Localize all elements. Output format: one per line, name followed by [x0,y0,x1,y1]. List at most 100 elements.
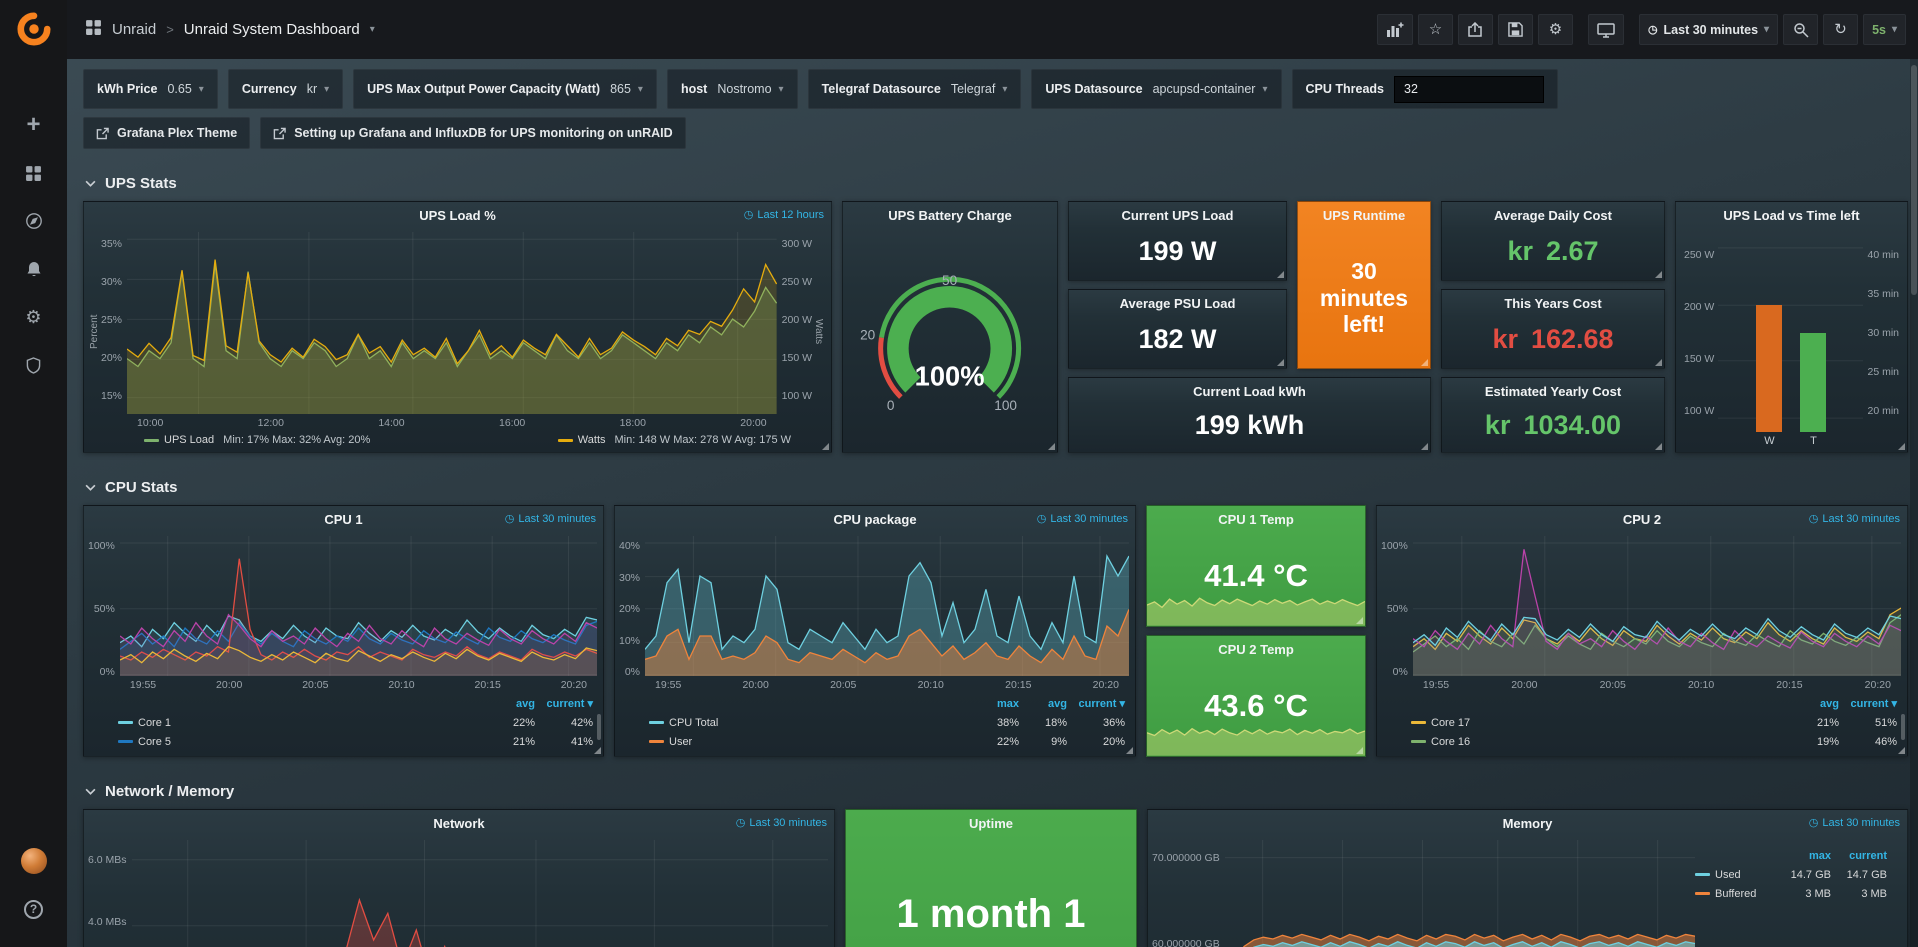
legend-sort-avg[interactable]: avg [1019,698,1067,710]
dashboards-icon[interactable] [13,155,55,191]
grafana-logo-icon[interactable] [17,12,51,51]
share-button[interactable] [1458,14,1493,45]
configuration-gear-icon[interactable]: ⚙ [13,299,55,335]
panel-title[interactable]: Average PSU Load [1120,296,1236,311]
add-panel-button[interactable] [1377,14,1413,45]
y-axis-left: 40%30%20%10%0% [619,536,645,694]
explore-icon[interactable] [13,203,55,239]
panel-cpu-1-temp: CPU 1 Temp 41.4 °C [1146,505,1366,627]
legend-series-name[interactable]: Used [1715,869,1741,881]
legend-sort-avg[interactable]: avg [483,698,535,710]
row-header-network-memory[interactable]: Network / Memory [85,781,1908,801]
x-axis: 19:5520:0020:0520:1020:1520:20 [1413,676,1901,694]
legend-series-name[interactable]: Buffered [1715,888,1756,900]
panel-title[interactable]: Average Daily Cost [1494,208,1612,223]
panel-title[interactable]: Uptime [969,816,1013,831]
legend-scrollbar[interactable] [597,714,601,740]
legend-sort-avg[interactable]: avg [1787,698,1839,710]
y-axis-label-right: Watts [812,232,825,432]
panel-title[interactable]: CPU 1 [324,512,362,527]
panel-time-badge: ◷Last 30 minutes [505,512,596,525]
panel-time-badge: ◷Last 30 minutes [1809,512,1900,525]
legend-sort-current[interactable]: current ▾ [535,697,593,710]
user-avatar[interactable] [13,843,55,879]
row-header-ups-stats[interactable]: UPS Stats [85,173,1908,193]
panel-title[interactable]: Memory [1503,816,1553,831]
breadcrumb-dashboard[interactable]: Unraid System Dashboard [184,21,360,38]
panel-title[interactable]: CPU package [833,512,916,527]
time-series-plot [645,536,1129,676]
bar-time-left [1800,333,1826,432]
scrollbar-thumb[interactable] [1911,65,1917,295]
legend-series-name[interactable]: CPU Total [669,717,718,729]
y-axis-right: 40 min35 min30 min25 min20 min [1863,234,1903,432]
time-series-plot [1225,840,1695,947]
alerting-bell-icon[interactable] [13,251,55,287]
zoom-out-button[interactable] [1783,14,1818,45]
legend-sort-max[interactable]: max [1775,850,1831,862]
panel-title[interactable]: UPS Battery Charge [888,208,1012,223]
star-icon: ☆ [1429,22,1442,37]
panel-title[interactable]: Current UPS Load [1122,208,1234,223]
refresh-button[interactable]: ↻ [1823,14,1858,45]
legend-series-name[interactable]: Core 5 [138,736,171,748]
chevron-down-icon[interactable]: ▾ [370,24,375,35]
panel-cpu-1: CPU 1 ◷Last 30 minutes 100%50%0% [83,505,604,757]
admin-shield-icon[interactable] [13,347,55,383]
variable-value-dropdown[interactable]: kr▾ [307,82,329,96]
clock-icon: ◷ [505,512,515,525]
save-button[interactable] [1498,14,1533,45]
time-range-picker[interactable]: ◷ Last 30 minutes ▾ [1639,14,1778,45]
dashboard-settings-button[interactable]: ⚙ [1538,14,1573,45]
page-scrollbar[interactable] [1910,59,1918,947]
panel-memory: Memory ◷Last 30 minutes 70.000000 GB60.0… [1147,809,1908,947]
legend-series-name[interactable]: Core 16 [1431,736,1470,748]
panel-title[interactable]: Network [433,816,484,831]
cycle-view-button[interactable] [1588,14,1624,45]
link-ups-monitoring-guide[interactable]: Setting up Grafana and InfluxDB for UPS … [260,117,685,149]
panel-title[interactable]: CPU 2 [1623,512,1661,527]
variable-value-dropdown[interactable]: Telegraf▾ [951,82,1008,96]
legend-sort-current[interactable]: current ▾ [1067,697,1125,710]
series-swatch [118,721,133,724]
panel-title[interactable]: UPS Load % [419,208,496,223]
panel-title[interactable]: UPS Load vs Time left [1723,208,1859,223]
stat-value: 30 minutes left! [1298,228,1430,368]
gauge-scale-label: 100 [995,398,1018,413]
top-navbar: Unraid > Unraid System Dashboard ▾ ☆ ⚙ ◷… [67,0,1918,59]
refresh-interval-picker[interactable]: 5s ▾ [1863,14,1906,45]
legend-series-name[interactable]: User [669,736,692,748]
link-grafana-plex-theme[interactable]: Grafana Plex Theme [83,117,250,149]
create-icon[interactable]: + [13,107,55,143]
row-header-cpu-stats[interactable]: CPU Stats [85,477,1908,497]
panel-title[interactable]: UPS Runtime [1323,208,1405,223]
apps-grid-icon[interactable] [85,19,102,41]
panel-title[interactable]: This Years Cost [1504,296,1601,311]
legend-scrollbar[interactable] [1901,714,1905,740]
star-button[interactable]: ☆ [1418,14,1453,45]
variable-value-dropdown[interactable]: apcupsd-container▾ [1153,82,1268,96]
legend-series-name[interactable]: UPS Load [164,434,214,446]
legend-series-name[interactable]: Core 17 [1431,717,1470,729]
legend-sort-current[interactable]: current [1831,850,1887,862]
panel-title[interactable]: CPU 1 Temp [1218,512,1294,527]
help-icon[interactable]: ? [13,891,55,927]
panel-title[interactable]: Estimated Yearly Cost [1485,384,1621,399]
gear-icon: ⚙ [1549,22,1562,37]
y-axis-left: 100%50%0% [88,536,120,694]
bar-watts [1756,305,1782,432]
panel-title[interactable]: CPU 2 Temp [1218,642,1294,657]
cpu-threads-input[interactable] [1394,76,1544,103]
variable-value-dropdown[interactable]: 0.65▾ [167,82,203,96]
panel-title[interactable]: Current Load kWh [1193,384,1306,399]
gauge-scale-label: 0 [887,398,895,413]
legend-series-name[interactable]: Watts [578,434,606,446]
legend-sort-max[interactable]: max [971,698,1019,710]
x-axis: WT [1676,432,1907,452]
series-swatch [649,740,664,743]
legend-sort-current[interactable]: current ▾ [1839,697,1897,710]
breadcrumb-app[interactable]: Unraid [112,21,156,38]
legend-series-name[interactable]: Core 1 [138,717,171,729]
variable-value-dropdown[interactable]: 865▾ [610,82,643,96]
variable-value-dropdown[interactable]: Nostromo▾ [717,82,783,96]
